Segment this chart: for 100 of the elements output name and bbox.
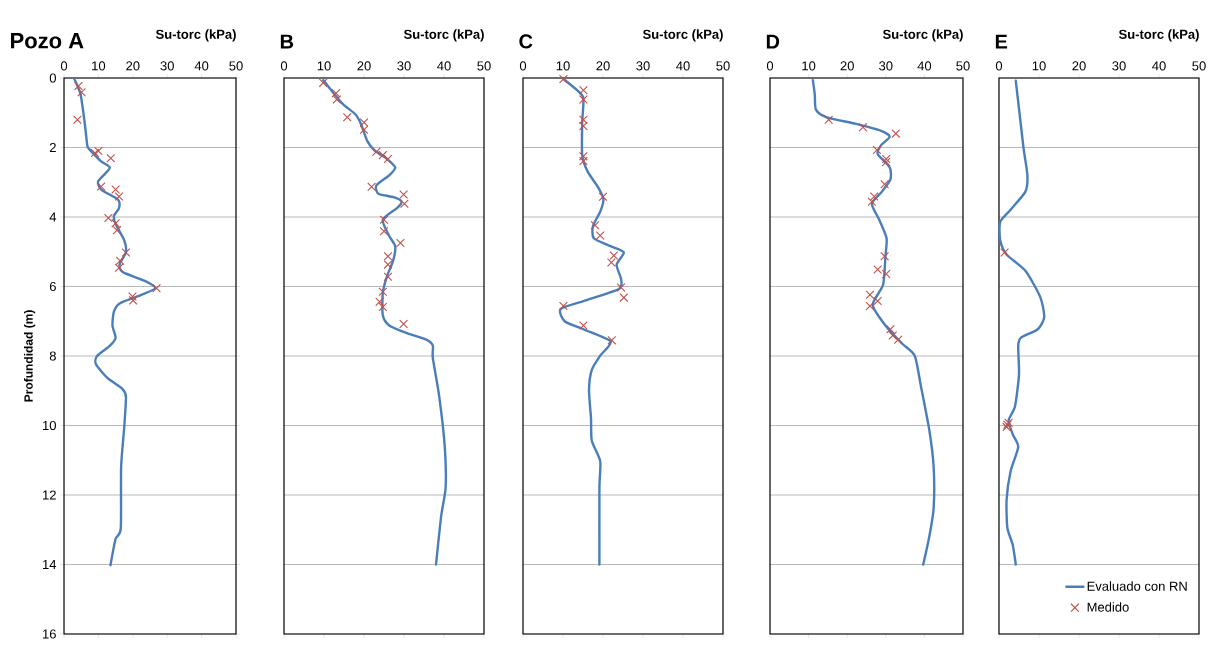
point [318, 78, 328, 88]
x-tick-label: 10 [317, 61, 331, 71]
point [111, 218, 121, 228]
point [378, 287, 388, 297]
point [96, 181, 106, 191]
chart-title: B [280, 34, 294, 49]
point [598, 192, 608, 202]
point [606, 258, 616, 267]
y-tick-label: 16 [43, 629, 56, 639]
x-tick-label: 30 [636, 61, 650, 71]
y-tick-label: 12 [43, 490, 56, 500]
point [111, 185, 121, 194]
point [578, 121, 588, 131]
y-tick-label: 6 [49, 281, 56, 292]
point [590, 220, 600, 230]
point [399, 189, 409, 199]
x-tick-label: 50 [956, 61, 970, 71]
point [888, 331, 898, 340]
x-tick-label: 50 [229, 61, 243, 71]
y-tick-label: 10 [43, 420, 56, 431]
x-tick-label: 30 [879, 61, 893, 71]
point [359, 118, 369, 127]
point [114, 263, 124, 273]
point [609, 251, 619, 261]
legend-label: Evaluado con RN [1087, 581, 1187, 591]
x-tick-label: 20 [596, 61, 610, 71]
point [115, 256, 125, 266]
point [873, 296, 883, 306]
point [880, 251, 890, 261]
x-tick-label: 20 [126, 61, 140, 71]
x-tick-label: 0 [280, 61, 288, 71]
point [371, 147, 381, 157]
point [872, 145, 882, 155]
x-tick-label: 10 [1032, 61, 1046, 71]
x-tick-label: 0 [766, 61, 774, 71]
point [873, 265, 883, 274]
point [558, 74, 568, 84]
x-tick-label: 0 [995, 61, 1003, 71]
x-tick-label: 30 [397, 61, 411, 71]
point [578, 156, 588, 166]
y-tick-label: 0 [49, 73, 56, 83]
point [367, 182, 377, 192]
x-tick-label: 0 [519, 61, 527, 71]
point [869, 192, 879, 201]
x-tick-label: 20 [840, 61, 854, 71]
x-axis-title: Su-torc (kPa) [1118, 29, 1199, 42]
point [399, 199, 409, 209]
point [331, 88, 341, 98]
x-tick-label: 0 [60, 61, 68, 71]
point [383, 272, 393, 282]
x-tick-label: 40 [437, 61, 451, 71]
point [77, 87, 86, 97]
point [881, 269, 891, 279]
x-tick-label: 40 [676, 61, 690, 71]
point [607, 335, 617, 345]
x-tick-label: 20 [1072, 61, 1086, 71]
point [112, 225, 122, 235]
y-tick-label: 4 [49, 212, 57, 222]
point [103, 213, 113, 223]
point [342, 112, 352, 122]
x-axis-title: Su-torc (kPa) [882, 29, 963, 42]
point [595, 230, 605, 240]
point [865, 301, 875, 311]
point [72, 115, 82, 125]
x-tick-label: 20 [357, 61, 371, 71]
y-tick-label: 8 [49, 351, 56, 361]
point [578, 320, 588, 330]
x-axis-title: Su-torc (kPa) [642, 29, 723, 42]
point [558, 301, 568, 311]
point [383, 260, 393, 270]
point [378, 150, 388, 160]
x-tick-label: 10 [92, 61, 106, 71]
x-tick-label: 10 [802, 61, 816, 71]
point [375, 297, 385, 307]
point [152, 283, 161, 293]
y-axis-title: Profundidad (m) [23, 310, 36, 402]
point [578, 85, 588, 95]
point [332, 95, 342, 104]
point [1000, 248, 1010, 257]
chart-title: Pozo A [11, 33, 84, 49]
x-tick-label: 10 [556, 61, 570, 71]
x-tick-label: 50 [1192, 61, 1206, 71]
point [619, 293, 629, 303]
point [885, 324, 895, 334]
chart-title: C [519, 34, 533, 49]
x-tick-label: 50 [477, 61, 491, 71]
point [359, 125, 369, 135]
point [106, 153, 116, 163]
point [379, 226, 389, 236]
chart-title: D [766, 34, 780, 49]
line-series [73, 77, 157, 567]
point [578, 115, 588, 125]
point [128, 292, 137, 302]
point [824, 115, 834, 125]
point [893, 335, 903, 345]
x-tick-label: 40 [194, 61, 209, 71]
point [578, 95, 588, 104]
point [128, 295, 138, 305]
x-tick-label: 50 [716, 61, 730, 71]
point [383, 154, 393, 164]
